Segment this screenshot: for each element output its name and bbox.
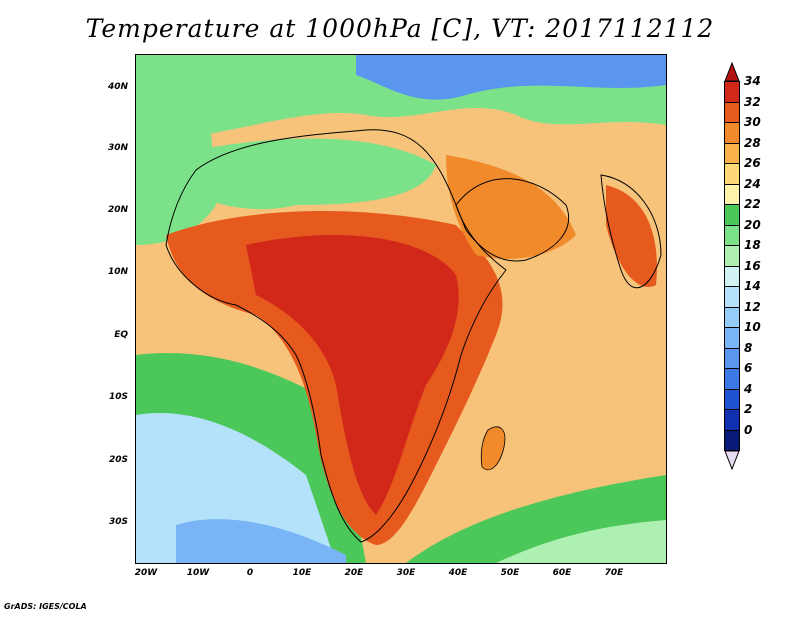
colorbar-level-label: 28	[744, 135, 761, 150]
colorbar-swatch	[724, 163, 740, 185]
colorbar-level-label: 18	[744, 238, 761, 252]
credit-text: GrADS: IGES/COLA	[4, 602, 87, 611]
colorbar-swatch	[724, 388, 740, 410]
colorbar-level-label: 20	[744, 217, 761, 232]
africa-coastline	[165, 129, 507, 543]
lat-label-30s: 30S	[108, 517, 128, 527]
colorbar-swatch	[724, 101, 740, 123]
colorbar-level-label: 26	[744, 156, 761, 170]
colorbar-swatch	[724, 306, 740, 328]
colorbar-level-label: 24	[744, 176, 761, 191]
colorbar-swatch	[724, 224, 740, 246]
colorbar-over-triangle	[724, 62, 740, 82]
colorbar-swatch	[724, 429, 740, 451]
south-atlantic-coldest	[176, 519, 346, 563]
colorbar-level-label: 16	[744, 258, 761, 273]
colorbar-level-label: 4	[744, 381, 753, 396]
lat-label-10n: 10N	[107, 267, 128, 277]
colorbar-level-label: 2	[744, 402, 753, 416]
colorbar-swatch	[724, 347, 740, 369]
colorbar-swatch	[724, 183, 740, 205]
colorbar-swatch	[724, 81, 740, 103]
colorbar-level-label: 6	[744, 361, 753, 375]
colorbar-level-label: 14	[744, 279, 761, 293]
colorbar-swatch	[724, 265, 740, 287]
lon-label-30e: 30E	[396, 568, 416, 578]
colorbar-under-triangle	[724, 450, 740, 470]
temperature-map	[135, 54, 667, 564]
india-coastline	[600, 174, 662, 289]
lon-label-0: 0	[246, 568, 254, 578]
lon-label-60e: 60E	[552, 568, 572, 578]
lon-label-50e: 50E	[500, 568, 520, 578]
colorbar-under-arrow	[724, 450, 740, 470]
lon-label-10w: 10W	[186, 568, 210, 578]
colorbar-level-label: 8	[744, 340, 753, 355]
south-indian-cooler	[496, 520, 666, 563]
lon-label-40e: 40E	[448, 568, 468, 578]
arabia-warm	[446, 155, 576, 259]
africa-hottest	[246, 235, 459, 515]
lon-label-70e: 70E	[604, 568, 624, 578]
lat-label-eq: EQ	[114, 330, 128, 340]
lat-label-10s: 10S	[108, 392, 128, 402]
colorbar-swatch	[724, 204, 740, 226]
colorbar-level-label: 30	[744, 115, 761, 129]
colorbar-swatch	[724, 245, 740, 267]
sahara-cool	[196, 138, 436, 210]
madagascar	[480, 426, 506, 471]
north-colder	[356, 55, 666, 100]
map-svg	[136, 55, 666, 563]
colorbar-over-arrow	[724, 62, 740, 82]
colorbar-swatch	[724, 122, 740, 144]
map-title: Temperature at 1000hPa [C], VT: 20171121…	[85, 14, 715, 43]
colorbar-level-label: 32	[744, 94, 761, 109]
lat-label-40n: 40N	[107, 82, 128, 92]
colorbar-swatch	[724, 368, 740, 390]
colorbar-swatch	[724, 142, 740, 164]
lat-label-30n: 30N	[107, 143, 128, 153]
colorbar-level-label: 34	[744, 74, 761, 88]
colorbar-swatch	[724, 409, 740, 431]
india-warm	[606, 185, 657, 287]
colorbar-swatch	[724, 286, 740, 308]
lon-label-20w: 20W	[134, 568, 158, 578]
west-atlantic-cool	[136, 55, 216, 245]
lat-label-20s: 20S	[108, 455, 128, 465]
lat-label-20n: 20N	[107, 205, 128, 215]
colorbar-level-label: 12	[744, 299, 761, 314]
lon-label-20e: 20E	[344, 568, 364, 578]
lon-label-10e: 10E	[292, 568, 312, 578]
colorbar-swatch	[724, 327, 740, 349]
arabia-coastline	[455, 178, 570, 262]
colorbar-level-label: 10	[744, 320, 761, 334]
colorbar-level-label: 0	[744, 422, 753, 437]
colorbar: 0 2 4 6 8 10 12 14 16 18 20 22 24 26 28 30 32 34	[724, 62, 784, 562]
colorbar-level-label: 22	[744, 197, 761, 211]
